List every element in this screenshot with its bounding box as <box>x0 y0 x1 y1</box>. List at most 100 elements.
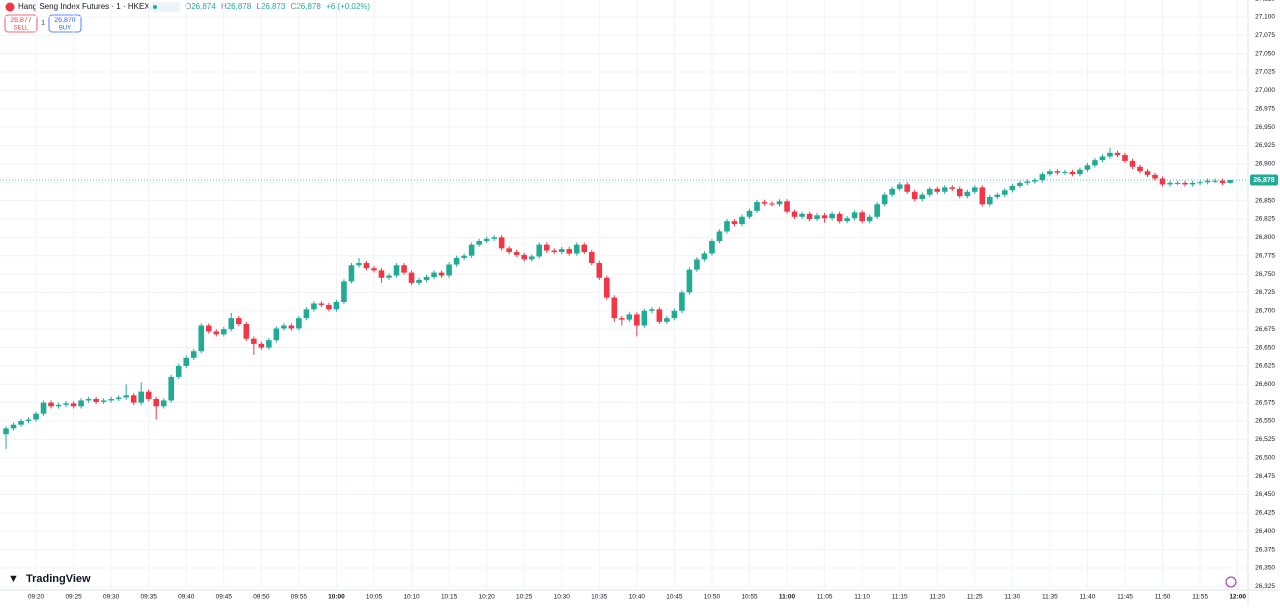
x-tick-label: 10:00 <box>328 594 345 601</box>
y-tick-label: 26,500 <box>1255 454 1275 461</box>
candle-body <box>829 213 835 219</box>
candle-body <box>130 395 137 403</box>
candle-body <box>679 292 685 311</box>
candle-body <box>769 203 775 205</box>
y-tick-label: 26,975 <box>1255 105 1275 112</box>
candle-body <box>1107 152 1113 157</box>
candle-body <box>1047 171 1053 175</box>
candle-body <box>393 265 400 276</box>
candle-body <box>821 215 828 219</box>
candle-body <box>190 351 197 358</box>
y-tick-label: 26,750 <box>1255 271 1275 278</box>
x-tick-label: 09:25 <box>65 594 82 601</box>
candle-body <box>911 191 918 200</box>
candle-body <box>994 194 1001 197</box>
y-tick-label: 26,400 <box>1255 528 1275 535</box>
candle-body <box>934 188 941 192</box>
candle-body <box>799 213 805 217</box>
candle-body <box>100 400 107 402</box>
sell-price: 26,877 <box>10 17 32 24</box>
candle-body <box>619 318 625 320</box>
x-tick-label: 10:15 <box>441 594 458 601</box>
x-tick-label: 12:00 <box>1229 594 1246 601</box>
x-tick-label: 10:50 <box>704 594 721 601</box>
candle-body <box>964 191 971 197</box>
y-tick-label: 26,375 <box>1255 546 1275 553</box>
candle-body <box>581 244 588 253</box>
candle-body <box>48 402 54 407</box>
y-tick-label: 26,725 <box>1255 289 1275 296</box>
candle-body <box>498 237 505 249</box>
candle-body <box>1167 182 1173 185</box>
y-tick-label: 26,950 <box>1255 124 1275 131</box>
x-tick-label: 10:35 <box>591 594 608 601</box>
candle-body <box>1002 190 1008 195</box>
x-tick-label: 09:45 <box>216 594 233 601</box>
candle-body <box>175 365 182 377</box>
candle-body <box>1092 160 1098 166</box>
candle-body <box>78 400 84 407</box>
candle-body <box>371 268 377 271</box>
candle-body <box>3 428 9 435</box>
y-tick-label: 27,100 <box>1255 14 1275 21</box>
symbol: Hang Seng Index Futures · 1 · HKEX <box>18 2 150 11</box>
close-value: 26,878 <box>296 2 321 11</box>
candle-body <box>686 269 693 293</box>
symbol-icon <box>5 2 15 12</box>
candle-body <box>483 238 490 241</box>
candle-body <box>987 196 993 205</box>
candle-body <box>318 303 325 305</box>
x-tick-label: 09:20 <box>28 594 45 601</box>
logo-mark: ▼ <box>8 573 19 585</box>
low-label: L <box>256 2 261 11</box>
x-tick-label: 11:40 <box>1080 594 1096 601</box>
low-value: 26,873 <box>261 2 286 11</box>
y-tick-label: 26,775 <box>1255 252 1275 259</box>
candle-body <box>881 194 888 205</box>
candle-body <box>1069 171 1076 175</box>
candle-body <box>33 413 39 420</box>
spread: 1 <box>41 20 45 27</box>
candle-body <box>93 398 99 402</box>
x-tick-label: 10:25 <box>516 594 533 601</box>
candle-body <box>859 212 865 222</box>
candle-body <box>341 281 347 302</box>
candle-body <box>10 424 17 429</box>
candle-body <box>348 265 355 282</box>
candle-body <box>213 331 220 335</box>
candle-body <box>1122 155 1128 161</box>
candle-body <box>664 318 670 322</box>
trade-buttons: 26,877 SELL 1 26,878 BUY <box>4 14 82 33</box>
buy-button[interactable] <box>48 14 82 33</box>
x-tick-label: 09:55 <box>291 594 308 601</box>
candle-body <box>1227 180 1233 183</box>
candle-body <box>1129 160 1136 167</box>
x-tick-label: 10:10 <box>403 594 420 601</box>
candle-body <box>401 265 407 273</box>
candle-body <box>288 325 295 329</box>
sell-button[interactable] <box>4 14 38 33</box>
candle-body <box>1144 171 1151 175</box>
y-tick-label: 26,900 <box>1255 161 1275 168</box>
candle-body <box>416 279 422 283</box>
candle-body <box>85 398 92 401</box>
candle-body <box>431 272 437 277</box>
candle-body <box>1189 182 1196 185</box>
x-tick-label: 11:15 <box>892 594 908 601</box>
candle-body <box>671 310 678 319</box>
candle-body <box>836 213 843 222</box>
alert-icon[interactable] <box>1225 576 1237 588</box>
candle-body <box>258 343 265 348</box>
candle-body <box>266 340 272 348</box>
candle-body <box>1084 165 1091 170</box>
candle-body <box>979 187 986 205</box>
candle-body <box>378 270 385 278</box>
candle-body <box>236 318 242 325</box>
x-tick-label: 11:55 <box>1192 594 1208 601</box>
candle-body <box>1159 178 1166 185</box>
y-tick-label: 26,350 <box>1255 565 1275 572</box>
candle-body <box>971 187 978 192</box>
candle-body <box>904 184 910 192</box>
y-tick-label: 26,825 <box>1255 216 1275 223</box>
x-tick-label: 11:45 <box>1117 594 1133 601</box>
